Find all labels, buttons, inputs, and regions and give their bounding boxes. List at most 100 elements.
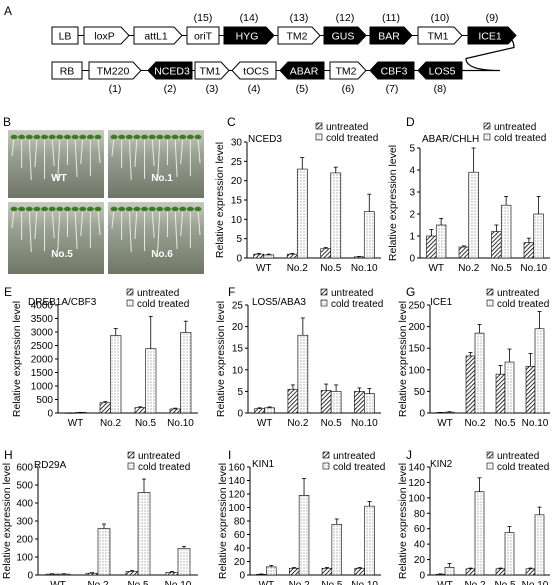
x-tick-label: WT xyxy=(437,418,453,429)
y-axis-label: Relative expression level xyxy=(11,301,23,417)
construct-label: BAR xyxy=(378,31,400,43)
y-tick-label: 0 xyxy=(239,571,245,582)
y-tick-label: 1500 xyxy=(31,368,54,379)
seedlings xyxy=(110,206,202,253)
legend-cold: cold treated xyxy=(333,462,385,473)
bar-cold-no-5 xyxy=(330,172,342,259)
bar-cold-wt xyxy=(266,566,277,576)
y-tick-label: 25 xyxy=(231,157,243,168)
bar-untreated-no-10 xyxy=(525,366,536,414)
bar-untreated-no-10 xyxy=(523,242,535,259)
y-tick-label: 1 xyxy=(409,232,415,243)
bar-untreated-no-5 xyxy=(125,571,139,576)
y-tick-label: 100 xyxy=(408,365,425,376)
construct-element-attl1: attL1 xyxy=(133,26,183,45)
bar-untreated-wt xyxy=(45,573,59,576)
construct-shape xyxy=(279,61,325,80)
chart-title: RD29A xyxy=(34,460,67,471)
bar-cold-no-2 xyxy=(296,168,308,259)
bar-untreated-no-2 xyxy=(85,572,99,576)
bar-untreated-wt xyxy=(435,573,446,576)
y-tick-label: 20 xyxy=(414,555,426,566)
x-tick-label: No.5 xyxy=(494,418,516,429)
bar-untreated-wt xyxy=(426,235,437,259)
construct-shape xyxy=(369,26,413,45)
legend-untreated: untreated xyxy=(497,451,539,462)
x-tick-label: No.5 xyxy=(321,580,343,585)
photo-label: No.1 xyxy=(151,173,173,184)
construct-shape xyxy=(194,61,230,80)
y-tick-label: 100 xyxy=(408,493,425,504)
y-tick-label: 0 xyxy=(236,254,242,265)
bar-untreated-wt xyxy=(254,408,265,414)
panel-letter-b: B xyxy=(3,115,11,129)
chart-d: D 0 1 2 3 4 5 Relative expression level ABAR/CHL… xyxy=(387,115,550,274)
bar-untreated-no-5 xyxy=(321,567,333,576)
construct-label: CBF3 xyxy=(381,66,408,78)
y-tick-label: 120 xyxy=(228,490,245,501)
y-tick-label: 20 xyxy=(234,557,246,568)
construct-number: (5) xyxy=(296,83,309,95)
y-tick-label: 100 xyxy=(228,503,245,514)
construct-element-ice1: ICE1 (9) xyxy=(467,12,517,45)
legend-swatch-cold xyxy=(483,133,491,141)
x-tick-label: No.2 xyxy=(100,418,122,429)
x-tick-label: No.10 xyxy=(351,418,378,429)
bar-untreated-no-5 xyxy=(495,568,506,576)
legend-swatch-untreated xyxy=(486,451,494,459)
bar-cold-no-10 xyxy=(363,211,375,259)
bar-untreated-no-5 xyxy=(134,407,146,414)
legend-untreated: untreated xyxy=(137,288,179,299)
x-tick-label: No.10 xyxy=(522,418,549,429)
legend-cold: cold treated xyxy=(494,133,546,144)
bar-cold-wt xyxy=(435,224,447,259)
chart-title: KIN1 xyxy=(252,459,275,470)
bar-untreated-wt xyxy=(64,412,76,414)
y-tick-label: 0 xyxy=(27,571,33,582)
construct-number: (15) xyxy=(194,12,213,24)
y-tick-label: 300 xyxy=(16,517,33,528)
construct-element-tm220: TM220 (1) xyxy=(88,61,142,95)
y-tick-label: 600 xyxy=(16,463,33,474)
legend-swatch-untreated xyxy=(320,288,328,296)
y-axis-label: Relative expression level xyxy=(217,463,229,579)
x-tick-label: No.5 xyxy=(320,263,342,274)
bar-untreated-no-2 xyxy=(458,246,470,259)
bar-untreated-no-10 xyxy=(165,571,179,576)
photo-plate-no-5: No.5 xyxy=(8,202,104,274)
construct-element-tm1: TM1(3) xyxy=(194,61,230,95)
seedlings xyxy=(10,134,102,181)
construct-element-lb: LB xyxy=(51,26,79,45)
bar-cold-no-2 xyxy=(474,491,485,576)
y-tick-label: 500 xyxy=(16,481,33,492)
legend-swatch-untreated xyxy=(315,122,323,130)
construct-number: (11) xyxy=(382,12,400,24)
bar-cold-no-10 xyxy=(364,393,375,414)
y-tick-label: 2 xyxy=(409,210,415,221)
construct-number: (13) xyxy=(290,12,309,24)
legend-swatch-untreated xyxy=(127,451,135,459)
x-tick-label: WT xyxy=(256,263,272,274)
x-tick-label: No.2 xyxy=(289,580,311,585)
construct-number: (1) xyxy=(109,83,122,95)
bar-untreated-no-5 xyxy=(491,231,502,259)
x-tick-label: No.2 xyxy=(287,418,309,429)
bar-cold-no-5 xyxy=(145,348,157,414)
bar-cold-no-5 xyxy=(500,204,512,259)
construct-label: HYG xyxy=(236,31,259,43)
y-tick-label: 250 xyxy=(408,301,425,312)
chart-title: NCED3 xyxy=(248,134,282,145)
photo-plate-wt: WT xyxy=(8,130,104,198)
construct-number: (14) xyxy=(240,12,259,24)
construct-element-bar: BAR (11) xyxy=(369,12,413,45)
bar-cold-wt xyxy=(75,412,87,414)
bar-untreated-wt xyxy=(253,253,265,259)
y-axis-label: Relative expression level xyxy=(1,463,13,579)
legend-swatch-cold xyxy=(320,299,328,307)
x-tick-label: No.5 xyxy=(491,263,513,274)
y-tick-label: 50 xyxy=(414,387,426,398)
